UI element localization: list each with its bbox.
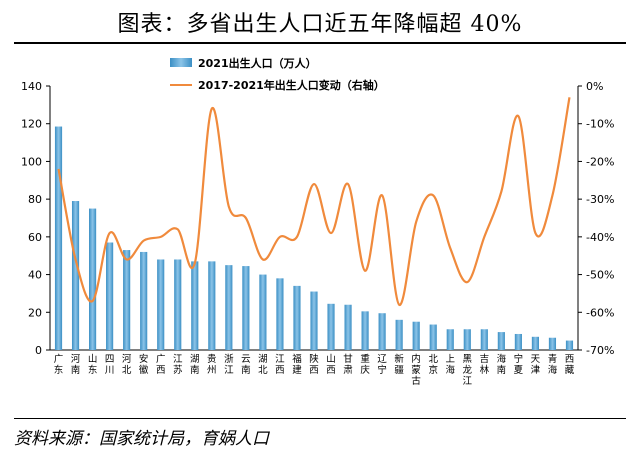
bar-广东 — [54, 126, 63, 351]
category-label: 黑龙江 — [463, 354, 473, 387]
bar-北京 — [429, 324, 437, 350]
right-tick-label: -30% — [586, 193, 614, 206]
bar-西藏 — [565, 340, 574, 350]
bar-江西 — [276, 278, 284, 350]
category-label: 湖南 — [190, 354, 200, 376]
bar-贵州 — [208, 261, 216, 350]
bar-河北 — [123, 250, 131, 350]
right-tick-label: 0% — [586, 80, 603, 93]
bar-青海 — [548, 337, 557, 350]
category-label: 甘肃 — [343, 353, 353, 376]
right-tick-label: -50% — [586, 269, 614, 282]
category-label: 上海 — [446, 354, 456, 376]
category-label: 福建 — [292, 353, 302, 376]
category-label: 西藏 — [565, 354, 575, 376]
category-label: 天津 — [531, 354, 541, 376]
bar-广西 — [157, 259, 165, 350]
bar-海南 — [497, 332, 505, 350]
category-label: 北京 — [428, 354, 438, 376]
category-label: 广西 — [156, 353, 166, 376]
bar-福建 — [293, 285, 301, 350]
category-label: 安徽 — [139, 353, 149, 376]
category-label: 陕西 — [309, 353, 319, 376]
right-tick-label: -10% — [586, 118, 614, 131]
title-divider — [14, 42, 626, 44]
category-label: 四川 — [105, 354, 115, 376]
category-label: 山西 — [326, 354, 336, 376]
left-tick-label: 80 — [28, 193, 42, 206]
left-tick-label: 20 — [28, 306, 42, 319]
category-label: 广东 — [54, 353, 64, 376]
left-tick-label: 140 — [21, 80, 42, 93]
right-tick-label: -40% — [586, 231, 614, 244]
bar-黑龙江 — [463, 329, 471, 350]
bar-河南 — [71, 201, 80, 350]
bar-四川 — [106, 242, 114, 350]
category-label: 内蒙古 — [411, 353, 421, 387]
bar-陕西 — [310, 291, 318, 350]
bar-安徽 — [140, 251, 148, 350]
category-label: 宁夏 — [514, 353, 524, 376]
category-label: 江西 — [275, 354, 285, 376]
left-tick-label: 0 — [35, 344, 42, 357]
bar-辽宁 — [378, 313, 386, 350]
category-label: 海南 — [497, 353, 507, 376]
bar-上海 — [446, 329, 454, 350]
bar-宁夏 — [514, 333, 522, 350]
category-label: 吉林 — [480, 354, 490, 376]
line-series-change — [57, 97, 571, 306]
category-label: 河南 — [71, 353, 81, 376]
bar-新疆 — [395, 319, 403, 350]
category-label: 湖北 — [258, 354, 268, 376]
bar-云南 — [242, 266, 250, 350]
source-divider — [14, 418, 626, 419]
bar-吉林 — [480, 329, 488, 350]
category-label: 云南 — [241, 354, 251, 376]
category-label: 河北 — [122, 353, 132, 376]
bar-山西 — [327, 303, 335, 350]
bar-湖北 — [259, 274, 267, 350]
bar-浙江 — [225, 265, 233, 350]
bar-江苏 — [174, 259, 182, 350]
left-tick-label: 100 — [21, 155, 42, 168]
category-label: 青海 — [548, 353, 558, 376]
left-tick-label: 60 — [28, 231, 42, 244]
combo-chart: 0 20 40 60 80 100 120 140 -70% -60% -50% -40% -30% -2… — [21, 56, 614, 387]
right-tick-label: -20% — [586, 155, 614, 168]
category-label: 贵州 — [207, 353, 217, 376]
category-label: 江苏 — [173, 354, 183, 376]
legend-bar-label: 2021出生人口（万人） — [198, 56, 317, 70]
category-label: 新疆 — [394, 353, 404, 376]
left-tick-label: 40 — [28, 269, 42, 282]
category-label: 浙江 — [224, 353, 234, 376]
bar-天津 — [531, 336, 539, 350]
left-tick-label: 120 — [21, 118, 42, 131]
legend-line-label: 2017-2021年出生人口变动（右轴） — [198, 78, 385, 92]
right-tick-label: -60% — [586, 306, 614, 319]
chart-title: 图表：多省出生人口近五年降幅超 40% — [117, 12, 523, 37]
category-label: 重庆 — [360, 353, 370, 376]
bar-山东 — [89, 208, 97, 350]
legend-bar-swatch — [170, 58, 192, 67]
source-note: 资料来源：国家统计局，育娲人口 — [14, 429, 269, 449]
category-label: 山东 — [88, 354, 98, 376]
bar-重庆 — [361, 311, 369, 350]
right-tick-label: -70% — [586, 344, 614, 357]
bar-内蒙古 — [412, 321, 420, 350]
category-label: 辽宁 — [377, 353, 387, 376]
bar-湖南 — [191, 261, 199, 350]
bar-甘肃 — [344, 304, 352, 350]
